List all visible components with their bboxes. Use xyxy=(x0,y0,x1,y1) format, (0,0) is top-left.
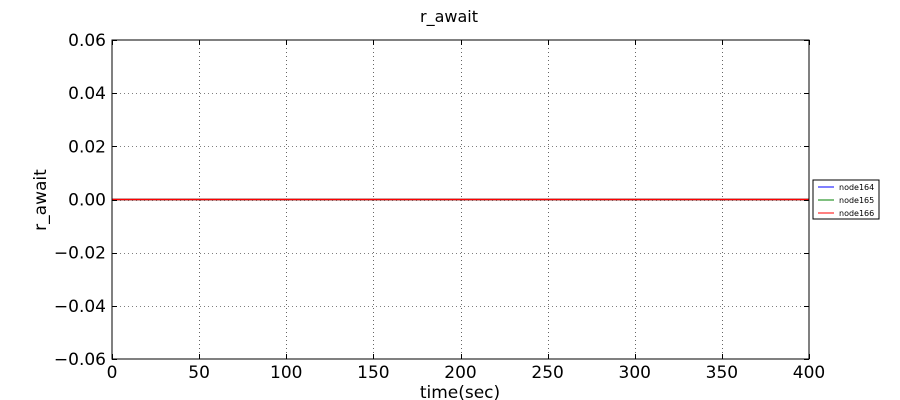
ticks xyxy=(112,40,810,360)
x-tick-label: 50 xyxy=(188,363,210,383)
y-tick-label: 0.02 xyxy=(68,137,106,157)
legend-label-node166: node166 xyxy=(839,209,874,218)
x-axis-label: time(sec) xyxy=(420,383,500,400)
chart-title: r_await xyxy=(420,7,478,27)
y-tick-label: −0.06 xyxy=(54,350,106,370)
x-tick-label: 200 xyxy=(444,363,476,383)
x-tick-label: 250 xyxy=(531,363,563,383)
x-tick-labels: 0 50 100 150 200 250 300 350 400 xyxy=(107,363,826,383)
legend-label-node165: node165 xyxy=(839,196,874,205)
y-tick-label: 0.06 xyxy=(68,31,106,51)
x-tick-label: 150 xyxy=(357,363,389,383)
y-axis-label: r_await xyxy=(31,169,51,231)
x-tick-label: 100 xyxy=(270,363,302,383)
x-tick-label: 400 xyxy=(793,363,825,383)
x-tick-label: 300 xyxy=(619,363,651,383)
plot-frame xyxy=(111,39,810,360)
legend: node164 node165 node166 xyxy=(812,179,880,220)
legend-label-node164: node164 xyxy=(839,183,874,192)
x-tick-label: 350 xyxy=(706,363,738,383)
y-tick-labels: 0.06 0.04 0.02 0.00 −0.02 −0.04 −0.06 xyxy=(54,31,106,370)
grid xyxy=(112,40,809,359)
y-tick-label: 0.00 xyxy=(68,191,106,211)
x-tick-label: 0 xyxy=(107,363,118,383)
y-tick-label: 0.04 xyxy=(68,84,106,104)
y-tick-label: −0.02 xyxy=(54,244,106,264)
y-tick-label: −0.04 xyxy=(54,297,106,317)
